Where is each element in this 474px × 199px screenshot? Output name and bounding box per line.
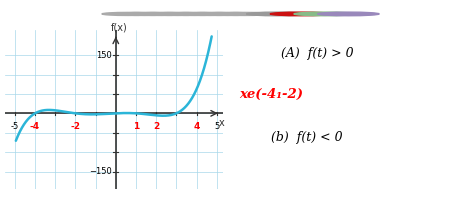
Circle shape [168,12,220,16]
Circle shape [152,12,204,16]
Circle shape [218,12,270,16]
Circle shape [135,12,187,16]
Text: -5: -5 [11,122,19,131]
Text: −150: −150 [89,167,112,176]
Circle shape [294,12,356,16]
Circle shape [185,12,237,16]
Text: 4: 4 [193,122,200,131]
Text: f(x): f(x) [111,22,128,33]
Circle shape [201,12,254,16]
Circle shape [270,12,332,16]
Text: (b)  f(t) < 0: (b) f(t) < 0 [271,131,343,144]
Text: -2: -2 [71,122,81,131]
Circle shape [246,12,308,16]
Text: 1: 1 [133,122,139,131]
Circle shape [118,12,171,16]
Text: -4: -4 [30,122,40,131]
Circle shape [318,12,379,16]
Text: (A)  f(t) > 0: (A) f(t) > 0 [281,47,353,60]
Text: 2: 2 [153,122,159,131]
Text: 150: 150 [96,51,112,60]
Text: xe(-4₁-2): xe(-4₁-2) [239,88,304,101]
Text: x: x [219,118,225,128]
Circle shape [102,12,154,16]
Text: 5: 5 [214,122,219,131]
